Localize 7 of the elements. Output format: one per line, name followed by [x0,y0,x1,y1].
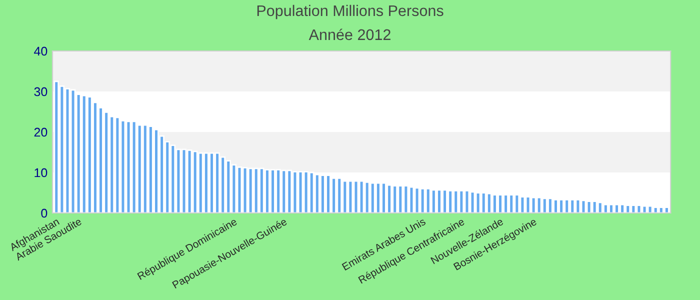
y-tick-label: 10 [34,168,48,178]
y-tick-label: 0 [41,208,48,218]
chart-subtitle: Année 2012 [308,28,390,40]
y-tick-label: 30 [34,87,48,96]
chart-title: Population Millions Persons [257,4,444,20]
y-tick-label: 40 [34,46,48,56]
y-tick-label: 20 [34,128,48,137]
